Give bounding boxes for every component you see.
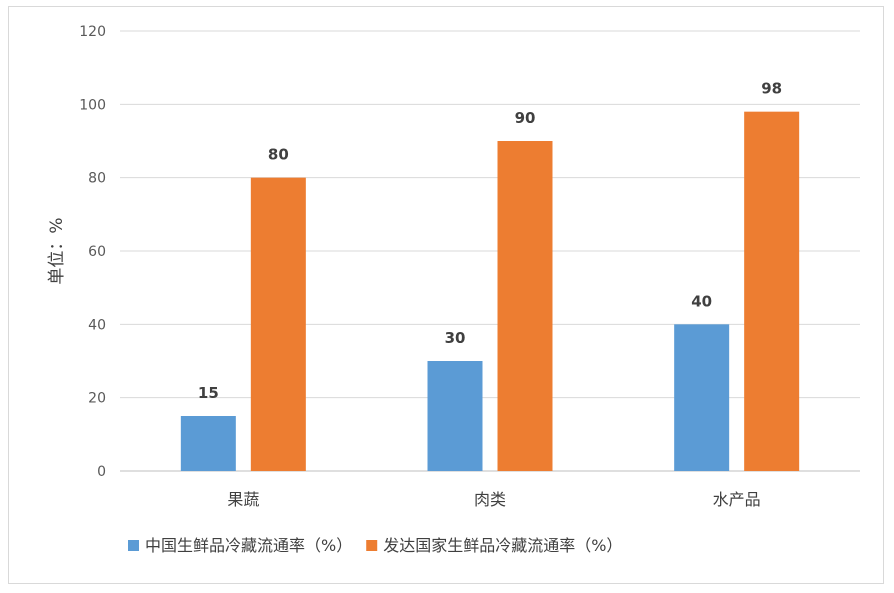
- data-label: 98: [761, 80, 782, 98]
- bar: [180, 416, 236, 471]
- y-tick-label: 60: [88, 244, 106, 260]
- y-axis-ticks: 0 20 40 60 80 100 120: [79, 24, 106, 480]
- legend: 中国生鲜品冷藏流通率（%） 发达国家生鲜品冷藏流通率（%）: [128, 536, 622, 555]
- category-label: 果蔬: [227, 490, 259, 509]
- legend-label: 中国生鲜品冷藏流通率（%）: [145, 536, 352, 555]
- y-tick-label: 40: [88, 317, 106, 333]
- category-label: 肉类: [474, 490, 506, 509]
- data-label: 80: [268, 146, 289, 164]
- gridlines: [120, 30, 860, 472]
- category-label: 水产品: [713, 490, 761, 509]
- data-label: 30: [445, 329, 466, 347]
- legend-swatch: [128, 540, 139, 551]
- bar: [427, 361, 483, 471]
- category-labels: 果蔬 肉类 水产品: [227, 490, 760, 509]
- bar: [497, 141, 553, 471]
- y-tick-label: 100: [79, 97, 106, 113]
- y-tick-label: 120: [79, 24, 106, 40]
- y-tick-label: 80: [88, 171, 106, 187]
- bars: [180, 111, 800, 472]
- y-tick-label: 0: [97, 464, 106, 480]
- data-label: 40: [691, 292, 712, 310]
- data-labels: 15 80 30 90 40 98: [198, 80, 782, 402]
- bar: [744, 111, 800, 472]
- data-label: 15: [198, 384, 219, 402]
- bar: [674, 324, 730, 471]
- chart-frame: [8, 6, 884, 584]
- y-axis-label: 单位：%: [47, 217, 67, 284]
- legend-label: 发达国家生鲜品冷藏流通率（%）: [383, 536, 622, 555]
- data-label: 90: [515, 109, 536, 127]
- legend-swatch: [366, 540, 378, 551]
- bar: [250, 177, 306, 471]
- y-tick-label: 20: [88, 391, 106, 407]
